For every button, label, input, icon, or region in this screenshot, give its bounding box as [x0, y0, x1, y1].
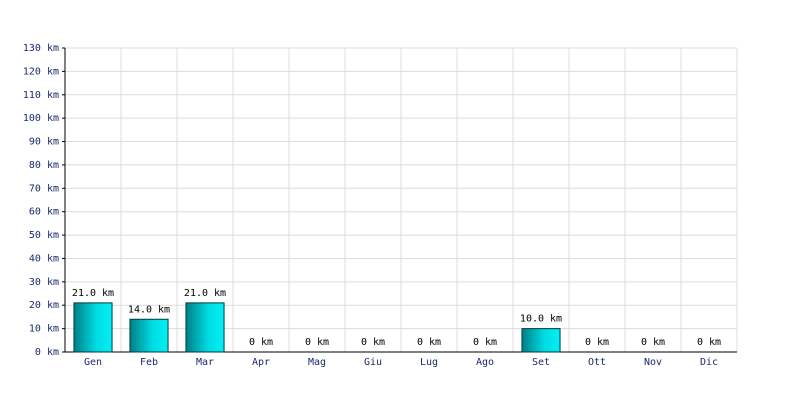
data-label: 0 km — [305, 337, 329, 348]
bar — [185, 302, 225, 353]
x-tick-label: Giu — [364, 357, 382, 368]
x-tick-label: Ago — [476, 357, 494, 368]
y-tick-label: 130 km — [23, 43, 59, 54]
x-tick-label: Nov — [644, 357, 662, 368]
y-tick-label: 40 km — [29, 253, 59, 264]
y-tick-label: 60 km — [29, 207, 59, 218]
y-tick-label: 90 km — [29, 137, 59, 148]
x-tick-label: Dic — [700, 357, 718, 368]
data-label: 21.0 km — [72, 288, 114, 299]
x-tick-label: Mar — [196, 357, 214, 368]
data-label: 14.0 km — [128, 304, 170, 315]
bar — [521, 328, 561, 353]
data-label: 21.0 km — [184, 288, 226, 299]
data-label: 0 km — [361, 337, 385, 348]
data-label: 0 km — [697, 337, 721, 348]
data-label: 0 km — [585, 337, 609, 348]
data-label: 0 km — [641, 337, 665, 348]
x-tick-label: Lug — [420, 357, 438, 368]
bar — [73, 302, 113, 353]
y-tick-label: 50 km — [29, 230, 59, 241]
y-tick-label: 30 km — [29, 277, 59, 288]
x-tick-label: Apr — [252, 357, 270, 368]
y-tick-label: 70 km — [29, 183, 59, 194]
data-label: 10.0 km — [520, 314, 562, 325]
y-tick-label: 0 km — [35, 347, 59, 358]
y-tick-label: 100 km — [23, 113, 59, 124]
data-label: 0 km — [249, 337, 273, 348]
y-tick-label: 20 km — [29, 300, 59, 311]
y-tick-label: 110 km — [23, 90, 59, 101]
data-label: 0 km — [417, 337, 441, 348]
x-tick-label: Ott — [588, 357, 606, 368]
y-tick-label: 10 km — [29, 324, 59, 335]
bar — [129, 318, 169, 353]
x-tick-label: Gen — [84, 357, 102, 368]
x-tick-label: Feb — [140, 357, 158, 368]
y-tick-label: 80 km — [29, 160, 59, 171]
y-tick-label: 120 km — [23, 66, 59, 77]
data-label: 0 km — [473, 337, 497, 348]
x-tick-label: Set — [532, 357, 550, 368]
x-tick-label: Mag — [308, 357, 326, 368]
